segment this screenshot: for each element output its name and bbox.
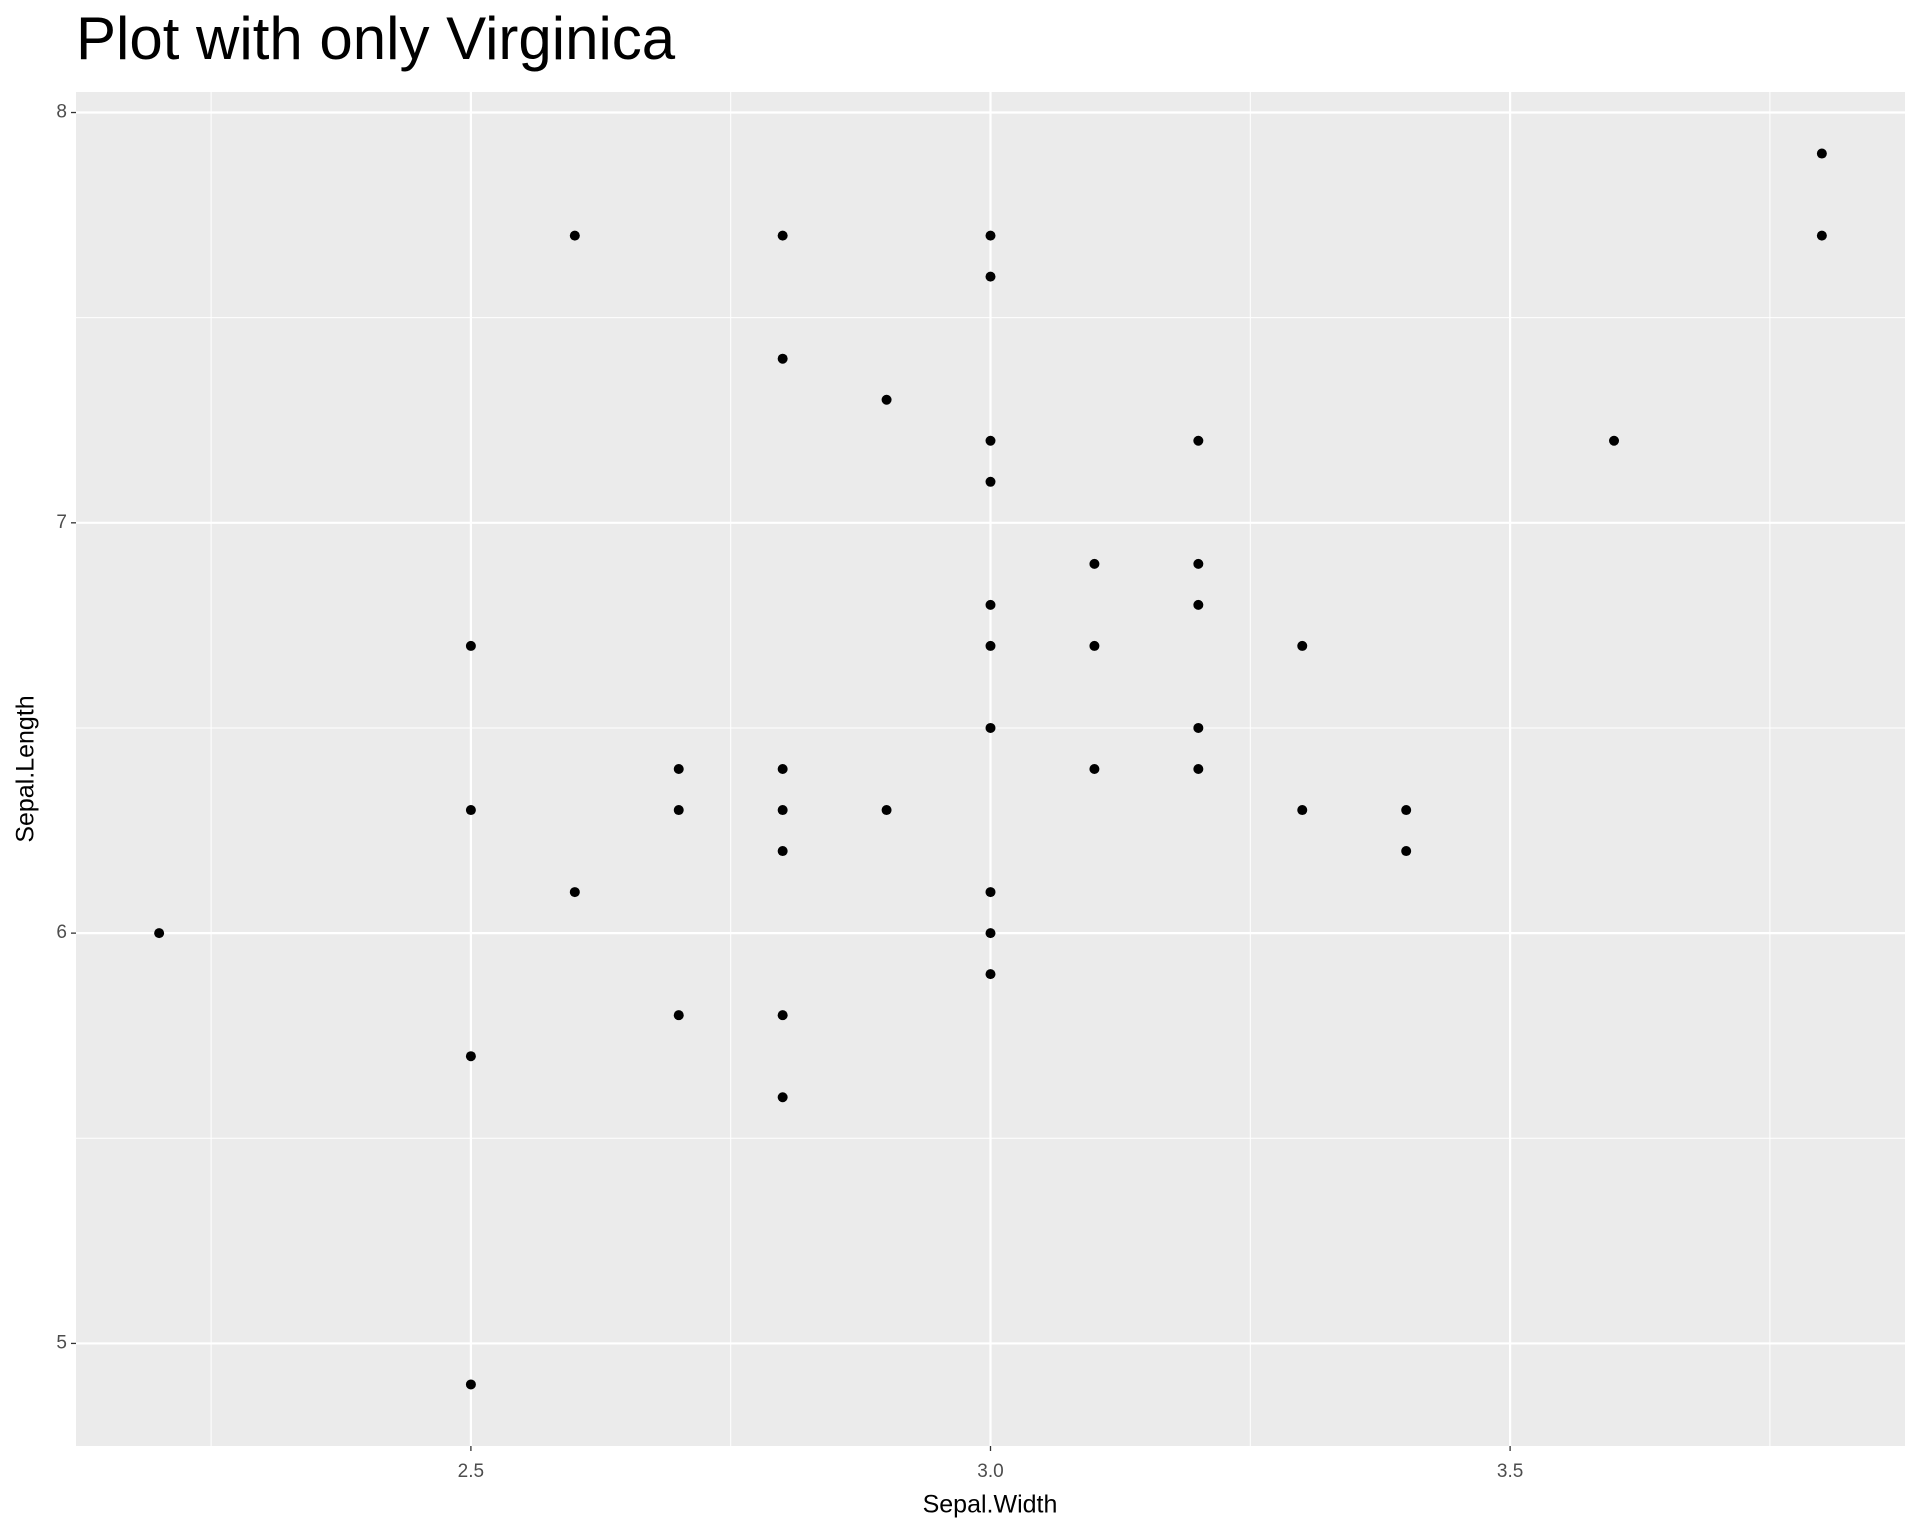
point — [465, 805, 476, 816]
point — [465, 640, 476, 651]
point — [569, 887, 580, 898]
x-tick-label: 2.5 — [458, 1461, 484, 1482]
point — [985, 230, 996, 241]
point — [985, 271, 996, 282]
point — [1297, 805, 1308, 816]
point — [673, 1010, 684, 1021]
point — [985, 969, 996, 980]
point — [985, 640, 996, 651]
point — [881, 394, 892, 405]
point — [673, 805, 684, 816]
y-tick-label: 6 — [56, 922, 67, 943]
point — [154, 928, 165, 939]
point — [1816, 148, 1827, 159]
y-tick-label: 8 — [56, 102, 67, 123]
point — [1816, 230, 1827, 241]
point — [777, 230, 788, 241]
point — [1193, 599, 1204, 610]
point — [985, 435, 996, 446]
point — [1401, 805, 1412, 816]
point — [465, 1051, 476, 1062]
chart-title: Plot with only Virginica — [76, 5, 676, 72]
point — [777, 353, 788, 364]
point — [569, 230, 580, 241]
y-axis-title: Sepal.Length — [12, 695, 40, 842]
point — [881, 805, 892, 816]
point — [465, 1379, 476, 1390]
x-tick-label: 3.5 — [1497, 1461, 1523, 1482]
point — [777, 805, 788, 816]
y-tick-label: 7 — [56, 512, 67, 533]
point — [1193, 558, 1204, 569]
point — [1193, 722, 1204, 733]
x-tick-label: 3.0 — [977, 1461, 1003, 1482]
point — [985, 928, 996, 939]
point — [673, 764, 684, 774]
point — [1609, 435, 1620, 446]
point — [985, 599, 996, 610]
point — [1089, 558, 1100, 569]
point — [1193, 764, 1204, 774]
point — [777, 764, 788, 774]
point — [1297, 640, 1308, 651]
point — [777, 1010, 788, 1021]
point — [985, 887, 996, 898]
point — [985, 476, 996, 487]
point — [985, 722, 996, 733]
x-axis-title: Sepal.Width — [923, 1491, 1058, 1519]
point — [777, 1092, 788, 1103]
point — [1401, 846, 1412, 857]
point — [777, 846, 788, 857]
point — [1089, 640, 1100, 651]
y-tick-label: 5 — [56, 1332, 67, 1353]
point — [1193, 435, 1204, 446]
point — [1089, 764, 1100, 774]
